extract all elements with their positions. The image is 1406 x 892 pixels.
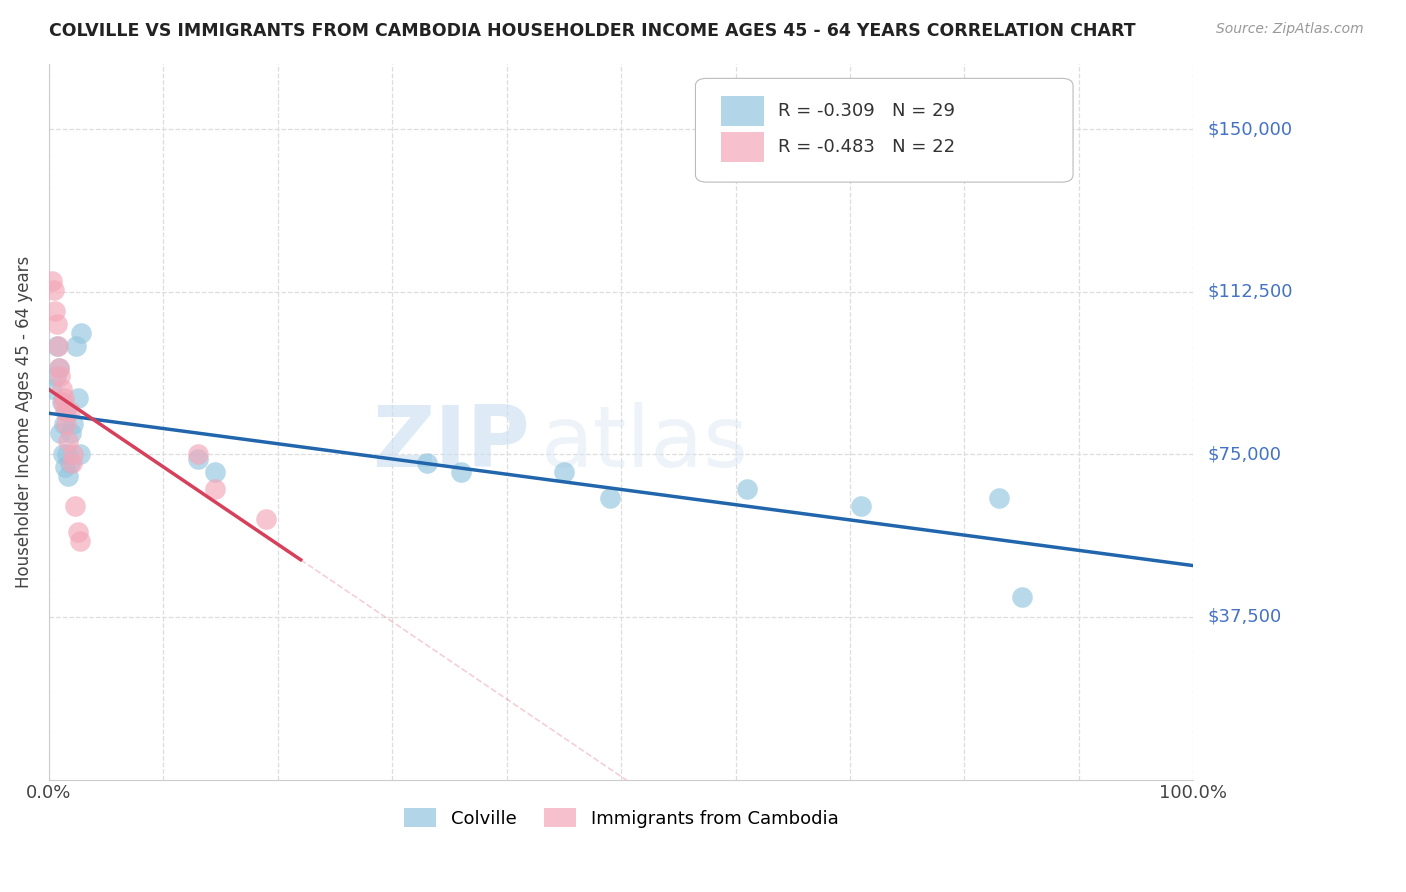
Point <box>52 391 75 405</box>
Point <box>204 482 226 496</box>
Point <box>66 525 89 540</box>
Point <box>46 339 69 353</box>
Point <box>52 447 75 461</box>
Text: $37,500: $37,500 <box>1208 608 1281 626</box>
Point <box>48 360 70 375</box>
Point <box>66 391 89 405</box>
Point <box>553 465 575 479</box>
Point <box>450 465 472 479</box>
Point <box>62 447 84 461</box>
Point <box>187 447 209 461</box>
FancyBboxPatch shape <box>721 132 763 162</box>
Point <box>45 369 67 384</box>
Point <box>70 326 93 340</box>
Text: $75,000: $75,000 <box>1208 445 1281 463</box>
Point <box>49 369 72 384</box>
Point <box>415 456 437 470</box>
Point <box>62 417 84 431</box>
Point <box>55 417 77 431</box>
Point <box>187 451 209 466</box>
Text: R = -0.309   N = 29: R = -0.309 N = 29 <box>778 103 955 120</box>
Point <box>42 283 65 297</box>
Point <box>41 382 63 396</box>
Point <box>51 395 73 409</box>
Point <box>52 417 75 431</box>
Point <box>59 425 82 440</box>
Text: Source: ZipAtlas.com: Source: ZipAtlas.com <box>1216 22 1364 37</box>
Point <box>58 404 80 418</box>
Point <box>52 395 75 409</box>
FancyBboxPatch shape <box>696 78 1073 182</box>
Text: $150,000: $150,000 <box>1208 120 1292 138</box>
Point <box>204 465 226 479</box>
Point <box>55 404 77 418</box>
Point <box>49 425 72 440</box>
Point <box>69 447 91 461</box>
Text: atlas: atlas <box>541 401 749 485</box>
Text: $112,500: $112,500 <box>1208 283 1292 301</box>
Point <box>44 304 66 318</box>
Point <box>48 360 70 375</box>
Point <box>46 339 69 353</box>
Y-axis label: Householder Income Ages 45 - 64 years: Householder Income Ages 45 - 64 years <box>15 256 32 588</box>
Point <box>735 482 758 496</box>
Point <box>53 460 76 475</box>
Point <box>58 434 80 449</box>
Point <box>46 318 69 332</box>
Text: COLVILLE VS IMMIGRANTS FROM CAMBODIA HOUSEHOLDER INCOME AGES 45 - 64 YEARS CORRE: COLVILLE VS IMMIGRANTS FROM CAMBODIA HOU… <box>49 22 1136 40</box>
Point <box>65 500 87 514</box>
Point <box>56 447 79 461</box>
Text: R = -0.483   N = 22: R = -0.483 N = 22 <box>778 138 955 156</box>
Point <box>1011 591 1033 605</box>
Point <box>58 469 80 483</box>
Point <box>41 274 63 288</box>
Point <box>53 404 76 418</box>
FancyBboxPatch shape <box>721 96 763 127</box>
Point <box>65 339 87 353</box>
Point <box>58 456 80 470</box>
Point <box>51 382 73 396</box>
Point <box>851 500 873 514</box>
Point <box>60 456 83 470</box>
Point <box>254 512 277 526</box>
Point <box>987 491 1010 505</box>
Point <box>599 491 621 505</box>
Text: ZIP: ZIP <box>371 401 530 485</box>
Legend: Colville, Immigrants from Cambodia: Colville, Immigrants from Cambodia <box>396 801 845 835</box>
Point <box>69 534 91 549</box>
